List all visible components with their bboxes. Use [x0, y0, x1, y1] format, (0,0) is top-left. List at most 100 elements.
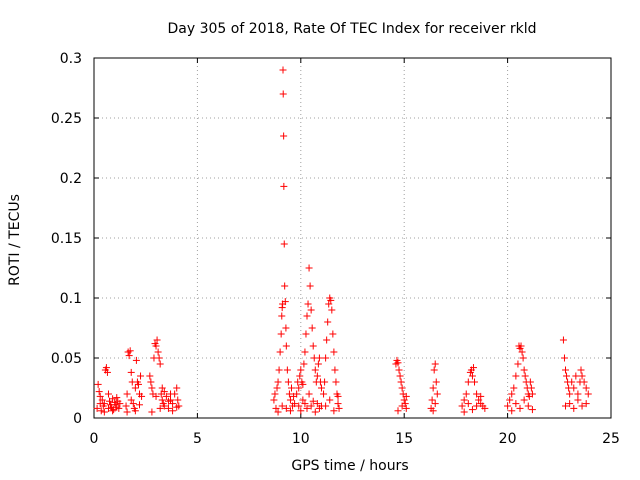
data-point: [280, 240, 288, 248]
data-point: [277, 330, 285, 338]
data-point: [394, 359, 402, 367]
data-point: [276, 348, 284, 356]
data-point: [521, 372, 529, 380]
data-point: [155, 354, 163, 362]
data-point: [100, 400, 108, 408]
data-point: [313, 400, 321, 408]
data-point: [173, 403, 181, 411]
data-point: [516, 404, 524, 412]
data-point: [113, 394, 121, 402]
data-point: [282, 342, 290, 350]
data-point: [286, 407, 294, 415]
data-point: [274, 408, 282, 416]
data-point: [148, 384, 156, 392]
x-tick-label: 15: [395, 431, 413, 447]
data-point: [504, 402, 512, 410]
data-point: [300, 360, 308, 368]
data-point: [400, 396, 408, 404]
data-point: [282, 404, 290, 412]
data-point: [481, 404, 489, 412]
data-point: [274, 378, 282, 386]
data-point: [524, 402, 532, 410]
data-point: [317, 384, 325, 392]
data-point: [320, 390, 328, 398]
data-point: [429, 384, 437, 392]
data-point: [584, 390, 592, 398]
data-point: [270, 396, 278, 404]
data-point: [433, 390, 441, 398]
data-point: [302, 330, 310, 338]
data-point: [322, 354, 330, 362]
data-point: [331, 366, 339, 374]
y-tick-label: 0.25: [51, 111, 82, 127]
data-point: [321, 378, 329, 386]
x-tick-label: 25: [602, 431, 620, 447]
data-point: [460, 396, 468, 404]
data-point: [160, 402, 168, 410]
data-point: [282, 324, 290, 332]
data-point: [332, 378, 340, 386]
data-point: [396, 372, 404, 380]
data-point: [280, 182, 288, 190]
data-point: [153, 336, 161, 344]
data-point: [138, 392, 146, 400]
data-point: [572, 372, 580, 380]
data-point: [127, 396, 135, 404]
data-point: [508, 390, 516, 398]
data-point: [464, 378, 472, 386]
data-point: [135, 401, 143, 409]
data-point: [278, 402, 286, 410]
data-point: [299, 380, 307, 388]
data-point: [559, 336, 567, 344]
data-point: [518, 348, 526, 356]
data-point: [560, 354, 568, 362]
data-point: [308, 324, 316, 332]
data-point: [152, 342, 160, 350]
data-point: [164, 397, 172, 405]
data-point: [127, 368, 135, 376]
data-point: [301, 400, 309, 408]
tick-labels: 0 5 10 15 20 25 0 0.05 0.1 0.15 0.2 0.25 0.3: [51, 51, 620, 447]
data-point: [458, 402, 466, 410]
data-point: [527, 384, 535, 392]
data-point: [173, 384, 181, 392]
data-point: [402, 404, 410, 412]
x-axis-label: GPS time / hours: [291, 458, 408, 474]
data-point: [471, 378, 479, 386]
data-point: [283, 366, 291, 374]
data-point: [330, 348, 338, 356]
x-tick-label: 20: [499, 431, 517, 447]
data-point: [398, 384, 406, 392]
y-axis-label: ROTI / TECUs: [7, 194, 23, 286]
x-tick-label: 10: [292, 431, 310, 447]
data-point: [280, 132, 288, 140]
data-point: [137, 372, 145, 380]
data-point: [97, 407, 105, 415]
data-point: [293, 390, 301, 398]
data-point: [528, 406, 536, 414]
data-point: [100, 408, 108, 416]
data-point: [577, 366, 585, 374]
data-point: [307, 306, 315, 314]
y-tick-label: 0.3: [60, 51, 82, 67]
data-point: [323, 336, 331, 344]
data-point: [324, 318, 332, 326]
data-point: [325, 300, 333, 308]
data-point: [520, 366, 528, 374]
grid-lines: [94, 58, 611, 418]
data-point: [568, 378, 576, 386]
data-point: [574, 390, 582, 398]
data-point: [287, 384, 295, 392]
data-point: [158, 396, 166, 404]
data-point: [296, 372, 304, 380]
data-point: [169, 407, 177, 415]
axis-ticks: [93, 57, 612, 419]
data-point: [309, 342, 317, 350]
data-point: [297, 366, 305, 374]
data-point: [98, 396, 106, 404]
data-point: [103, 368, 111, 376]
data-point: [519, 354, 527, 362]
data-point: [428, 396, 436, 404]
data-point: [309, 397, 317, 405]
